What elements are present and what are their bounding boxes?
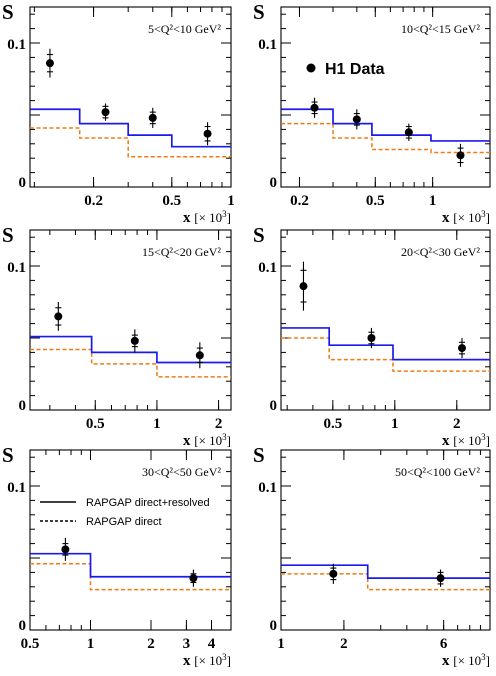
rapgap-full-histogram [281,327,490,361]
y-axis-label: S [2,0,14,24]
q2-range-label: 15<Q²<20 GeV² [142,245,221,259]
y-tick-label: 0.1 [7,480,26,496]
rapgap-full-histogram [30,552,231,578]
data-point [456,151,465,160]
x-axis-label: x [× 103] [442,432,490,449]
y-axis-label: S [2,443,14,467]
y-axis-label: S [253,443,265,467]
x-axis-label: x [× 103] [183,652,231,669]
y-tick-label: 0 [19,175,27,191]
y-tick-label: 0.1 [258,260,277,276]
rapgap-direct-histogram [281,122,490,154]
x-tick-label: 1 [87,636,95,652]
data-point [404,128,413,137]
y-axis-label: S [253,0,265,24]
x-tick-label: 3 [183,636,191,652]
rapgap-full-histogram [281,564,490,580]
data-point [367,334,376,342]
data-point [101,108,110,117]
data-point [61,545,70,554]
data-point [130,336,139,345]
q2-range-label: 50<Q²<100 GeV² [395,465,480,479]
x-tick-label: 4 [208,636,216,652]
x-tick-label: 2 [453,416,461,432]
y-tick-label: 0 [19,398,27,414]
rapgap-full-histogram [30,108,231,148]
plot-frame [280,449,491,631]
legend-line-label: RAPGAP direct+resolved [86,497,210,509]
x-tick-label: 1 [391,416,399,432]
data-point [54,312,63,321]
y-tick-label: 0 [270,175,278,191]
q2-range-label: 30<Q²<50 GeV² [142,465,221,479]
data-point [45,59,54,68]
data-point [299,282,308,291]
x-tick-label: 0.5 [86,416,105,432]
y-axis-label: S [2,223,14,247]
panel-3: 0.5 1 2 0 0.1 Sx [× 103] 15<Q²<20 GeV² [2,223,232,449]
rapgap-full-histogram [281,108,490,142]
data-point [195,351,204,360]
x-axis-label: x [× 103] [183,209,231,226]
data-point [189,574,198,583]
y-tick-label: 0.1 [7,260,26,276]
rapgap-full-histogram [30,335,231,364]
x-tick-label: 2 [147,636,155,652]
rapgap-direct-histogram [281,573,490,591]
y-tick-label: 0.1 [7,37,26,53]
y-tick-label: 0 [270,398,278,414]
x-axis-label: x [× 103] [442,652,490,669]
panel-5: 0.5 1 2 3 4 0 0.1 Sx [× 103] 30<Q²<50 GeV² RAPGAP… [2,443,232,669]
x-tick-label: 0.5 [162,193,181,209]
x-tick-label: 6 [440,636,448,652]
y-tick-label: 0.1 [258,37,277,53]
q2-range-label: 20<Q²<30 GeV² [401,245,480,259]
plot-frame [29,6,232,188]
x-tick-label: 0.5 [323,416,342,432]
x-tick-label: 1 [227,193,235,209]
panel-6: 1 2 600.1Sx [× 103]50<Q²<100 GeV² [253,443,491,669]
panel-4: 0.5 1 2 0 0.1 Sx [× 103] 20<Q²<30 GeV² [253,223,491,449]
legend-data-label: H1 Data [325,61,385,78]
legend-data-marker [306,63,316,73]
data-point [310,103,319,112]
plot-frame [280,6,491,188]
x-tick-label: 2 [340,636,348,652]
x-axis-label: x [× 103] [183,432,231,449]
x-tick-label: 0.2 [290,193,309,209]
x-tick-label: 1 [153,416,161,432]
data-point [352,115,361,124]
data-point [457,344,466,353]
data-point [329,569,338,578]
x-tick-label: 1 [429,193,437,209]
rapgap-direct-histogram [281,337,490,372]
q2-range-label: 5<Q²<10 GeV² [148,22,221,36]
x-tick-label: 0.5 [21,636,40,652]
data-point [436,574,445,583]
x-axis-label: x [× 103] [442,209,490,226]
q2-range-label: 10<Q²<15 GeV² [401,22,480,36]
panel-2: 0.2 0.5 1 0 0.1 Sx [× 103] 10<Q²<15 GeV² H1 Dat… [253,0,491,226]
legend-line-label: RAPGAP direct [86,516,162,528]
y-tick-label: 0.1 [258,480,277,496]
panel-1: 0.2 0.5 1 0 0.1 Sx [× 103] 5<Q²<10 GeV² [2,0,235,226]
rapgap-direct-histogram [30,127,231,158]
x-tick-label: 2 [215,416,223,432]
x-tick-label: 1 [277,636,285,652]
x-tick-label: 0.2 [84,193,103,209]
y-tick-label: 0 [19,618,27,634]
y-tick-label: 0 [270,618,278,634]
data-point [203,129,212,138]
y-axis-label: S [253,223,265,247]
plot-frame [29,229,232,411]
plot-frame [29,449,232,631]
x-tick-label: 0.5 [366,193,385,209]
data-point [148,113,157,122]
